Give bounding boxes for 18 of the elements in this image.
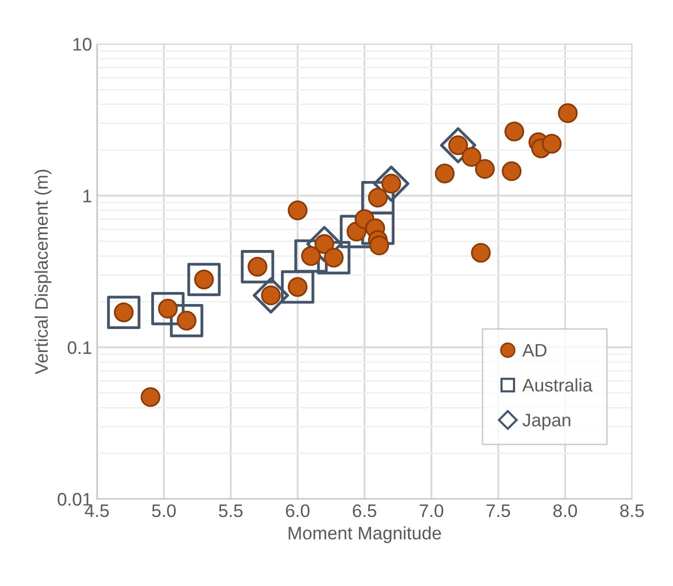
legend-label: Japan	[522, 414, 570, 430]
x-tick-label: 8.0	[553, 504, 577, 518]
y-tick-label: 10	[73, 38, 92, 51]
y-tick-label: 0.01	[58, 492, 92, 506]
y-axis-title: Vertical Displacement (m)	[34, 170, 52, 374]
x-tick-label: 6.0	[286, 504, 310, 518]
y-tick-label: 1	[83, 190, 92, 202]
x-tick-label: 6.5	[352, 504, 376, 518]
x-tick-label: 4.5	[84, 504, 109, 518]
x-axis-title: Moment Magnitude	[288, 526, 441, 544]
x-tick-label: 8.5	[620, 504, 644, 518]
x-tick-label: 5.0	[152, 504, 176, 518]
x-tick-label: 7.0	[420, 504, 444, 518]
x-tick-label: 5.5	[218, 504, 243, 518]
x-tick-label: 7.5	[486, 504, 510, 518]
legend-label: Australia	[522, 378, 592, 392]
legend-label: AD	[522, 344, 546, 357]
y-tick-label: 0.1	[68, 341, 92, 354]
